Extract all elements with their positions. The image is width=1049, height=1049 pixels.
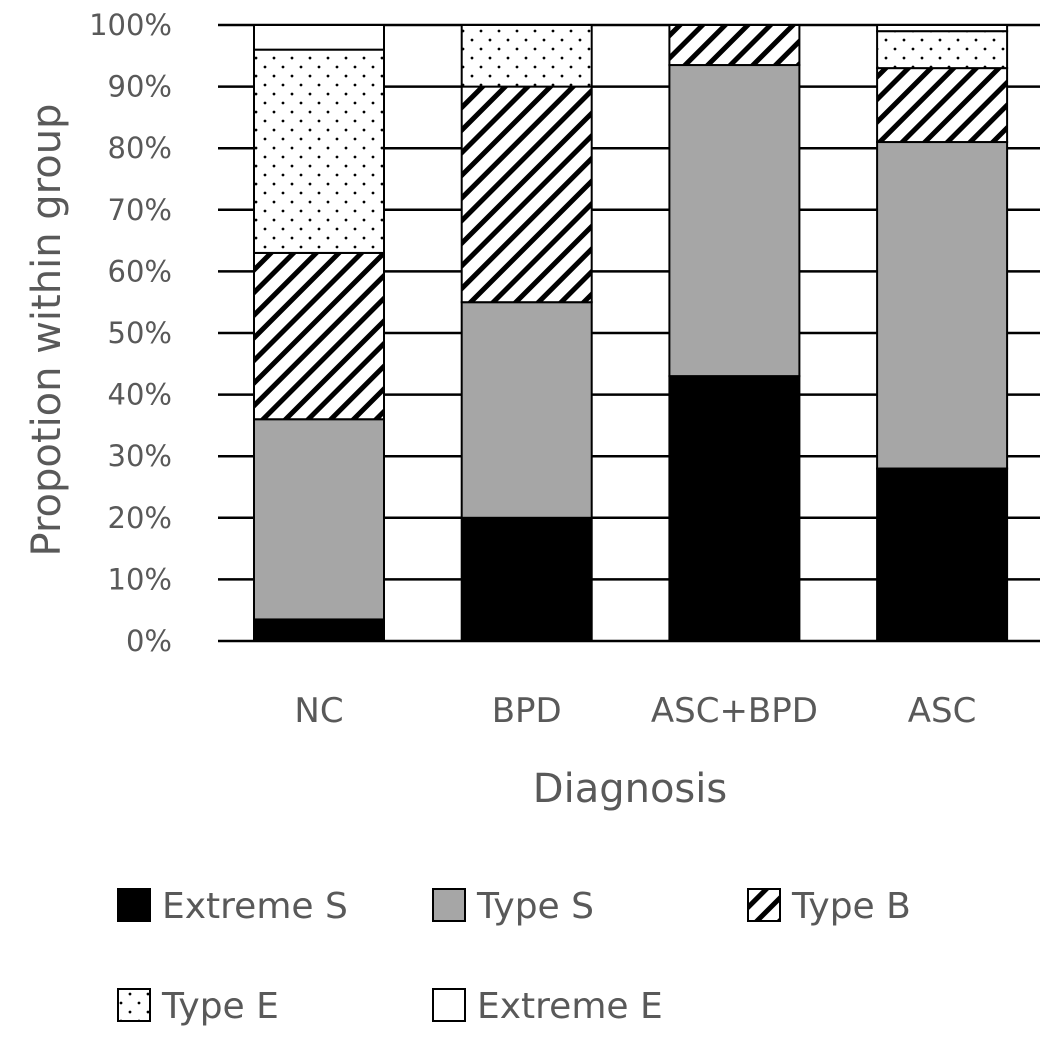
bar-segment-extreme-s bbox=[876, 467, 1009, 642]
y-tick-label: 70% bbox=[108, 193, 172, 227]
y-tick-label: 60% bbox=[108, 254, 172, 288]
bar-segment-extreme-s bbox=[460, 516, 593, 642]
x-axis-title: Diagnosis bbox=[533, 766, 727, 812]
legend-item: Type E bbox=[117, 986, 279, 1027]
y-tick-label: 90% bbox=[108, 70, 172, 104]
x-axis-categories: NC BPD ASC+BPD ASC bbox=[294, 691, 976, 731]
bar-segment-type-s bbox=[460, 301, 593, 519]
legend: Extreme S Type S Type B Type E Extreme E bbox=[117, 886, 911, 1027]
bar-segment-extreme-e bbox=[876, 24, 1009, 33]
legend-swatch bbox=[747, 888, 781, 922]
y-tick-label: 40% bbox=[108, 378, 172, 412]
x-category-label: ASC+BPD bbox=[651, 691, 818, 731]
y-tick-label: 20% bbox=[108, 501, 172, 535]
legend-label: Type E bbox=[161, 986, 279, 1027]
legend-label: Extreme E bbox=[477, 986, 663, 1027]
legend-swatch bbox=[432, 988, 466, 1022]
bar-segment-type-b bbox=[253, 251, 385, 421]
y-axis-ticks: 0% 10% 20% 30% 40% 50% 60% 70% 80% 90% 100% bbox=[89, 8, 172, 658]
y-tick-label: 80% bbox=[108, 131, 172, 165]
bar-segment-type-e bbox=[876, 30, 1009, 70]
y-axis-title: Propotion within group bbox=[24, 104, 70, 557]
legend-label: Extreme S bbox=[162, 886, 348, 927]
bar-segment-type-e bbox=[460, 24, 593, 88]
legend-item: Extreme S bbox=[117, 886, 348, 927]
legend-item: Extreme E bbox=[432, 986, 663, 1027]
bar-segment-type-s bbox=[668, 64, 801, 378]
legend-swatch bbox=[117, 988, 151, 1022]
bar-segment-type-b bbox=[460, 85, 593, 304]
x-category-label: NC bbox=[294, 691, 343, 731]
legend-swatch bbox=[117, 888, 151, 922]
x-category-label: ASC bbox=[908, 691, 977, 731]
bars bbox=[253, 24, 1009, 643]
y-tick-label: 30% bbox=[108, 439, 172, 473]
bar-segment-type-s bbox=[253, 418, 385, 621]
y-tick-label: 50% bbox=[108, 316, 172, 350]
bar-segment-type-b bbox=[876, 67, 1009, 144]
y-tick-label: 100% bbox=[89, 8, 172, 42]
bar-segment-type-e bbox=[253, 48, 385, 254]
bar-segment-type-b bbox=[668, 24, 801, 67]
bar-segment-extreme-e bbox=[253, 24, 385, 51]
legend-label: Type B bbox=[791, 886, 911, 927]
x-category-label: BPD bbox=[492, 691, 562, 731]
bar-segment-extreme-s bbox=[668, 375, 801, 642]
legend-item: Type S bbox=[432, 886, 594, 927]
bar-segment-type-s bbox=[876, 141, 1009, 470]
legend-swatch bbox=[432, 888, 466, 922]
bar-segment-extreme-s bbox=[253, 618, 385, 643]
y-tick-label: 10% bbox=[108, 562, 172, 596]
legend-item: Type B bbox=[747, 886, 911, 927]
legend-label: Type S bbox=[476, 886, 594, 927]
y-tick-label: 0% bbox=[126, 624, 172, 658]
